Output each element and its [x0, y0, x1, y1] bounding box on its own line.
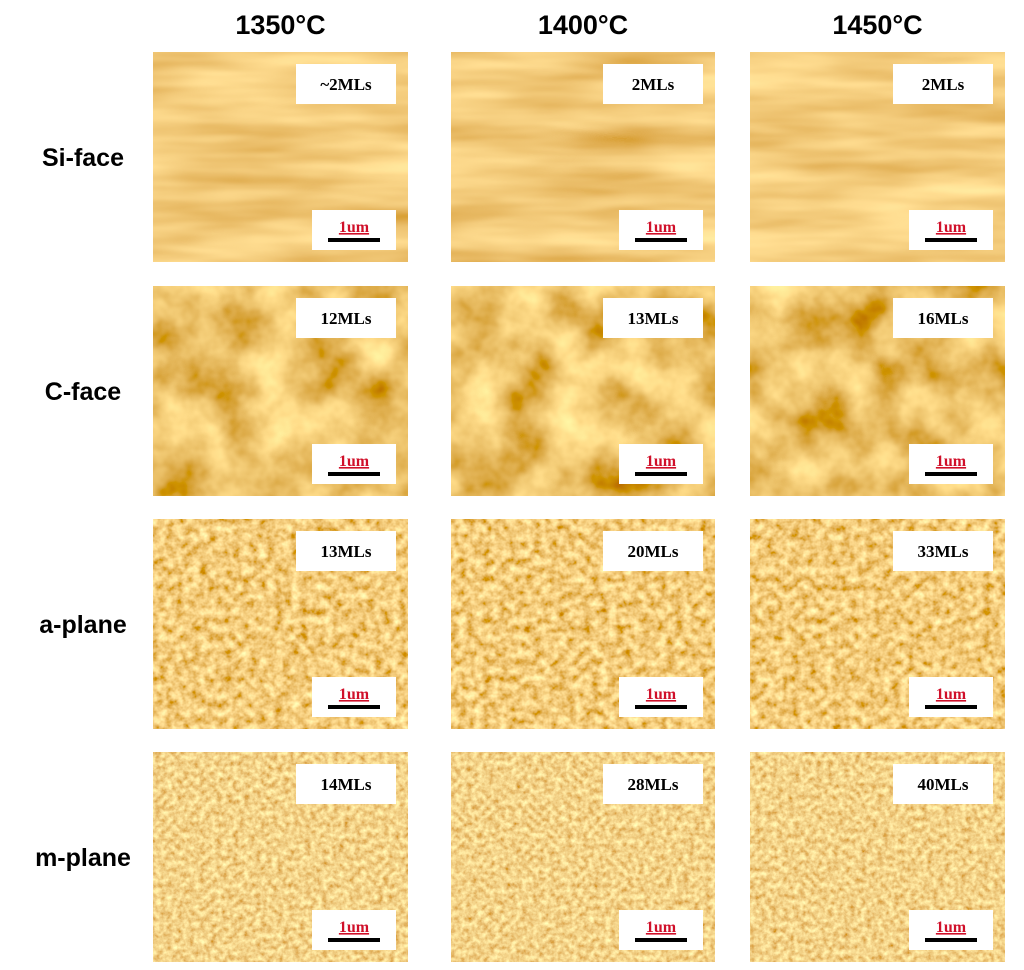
thickness-box	[893, 531, 993, 571]
scale-bar	[328, 238, 380, 242]
row-label: C-face	[45, 378, 122, 406]
scale-label: 1um	[646, 686, 677, 703]
thickness-box	[296, 298, 396, 338]
scale-bar	[925, 238, 977, 242]
scale-bar	[328, 705, 380, 709]
scale-label: 1um	[339, 219, 370, 236]
scale-box	[312, 444, 396, 484]
scale-box	[312, 677, 396, 717]
thickness-label: 2MLs	[922, 75, 965, 94]
thickness-label: 16MLs	[918, 309, 969, 328]
afm-image: 33MLs 1um	[750, 519, 1005, 729]
thickness-label: 13MLs	[321, 542, 372, 561]
scale-box	[619, 677, 703, 717]
scale-bar	[328, 472, 380, 476]
afm-image: 40MLs 1um	[750, 752, 1005, 962]
scale-label: 1um	[339, 453, 370, 470]
scale-bar	[328, 938, 380, 942]
thickness-box	[893, 764, 993, 804]
scale-label: 1um	[936, 919, 967, 936]
thickness-label: 33MLs	[918, 542, 969, 561]
afm-image: 28MLs 1um	[451, 752, 715, 962]
scale-box	[619, 210, 703, 250]
scale-bar	[635, 705, 687, 709]
thickness-label: 2MLs	[632, 75, 675, 94]
thickness-label: 12MLs	[321, 309, 372, 328]
row-label: a-plane	[39, 611, 127, 639]
afm-image: 16MLs 1um	[750, 286, 1005, 496]
afm-image: 14MLs 1um	[153, 752, 408, 962]
thickness-box	[296, 64, 396, 104]
scale-box	[619, 910, 703, 950]
scale-bar	[925, 472, 977, 476]
scale-box	[909, 444, 993, 484]
afm-image: 2MLs 1um	[750, 52, 1005, 262]
afm-image: 20MLs 1um	[451, 519, 715, 729]
scale-bar	[635, 238, 687, 242]
scale-label: 1um	[936, 686, 967, 703]
afm-image: 13MLs 1um	[153, 519, 408, 729]
scale-label: 1um	[646, 219, 677, 236]
thickness-box	[603, 64, 703, 104]
scale-box	[909, 677, 993, 717]
column-header: 1450°C	[832, 10, 922, 40]
thickness-label: 13MLs	[628, 309, 679, 328]
afm-image: 2MLs 1um	[451, 52, 715, 262]
scale-box	[909, 910, 993, 950]
thickness-label: 40MLs	[918, 775, 969, 794]
scale-box	[312, 910, 396, 950]
scale-bar	[925, 705, 977, 709]
thickness-box	[603, 531, 703, 571]
scale-bar	[925, 938, 977, 942]
column-header: 1350°C	[235, 10, 325, 40]
row-label: Si-face	[42, 144, 124, 172]
afm-image: ~2MLs 1um	[153, 52, 408, 262]
scale-label: 1um	[646, 919, 677, 936]
scale-box	[619, 444, 703, 484]
scale-label: 1um	[646, 453, 677, 470]
column-header: 1400°C	[538, 10, 628, 40]
scale-label: 1um	[339, 686, 370, 703]
scale-label: 1um	[339, 919, 370, 936]
thickness-label: ~2MLs	[320, 75, 372, 94]
thickness-label: 28MLs	[628, 775, 679, 794]
thickness-label: 14MLs	[321, 775, 372, 794]
scale-box	[909, 210, 993, 250]
scale-label: 1um	[936, 219, 967, 236]
scale-bar	[635, 472, 687, 476]
thickness-label: 20MLs	[628, 542, 679, 561]
scale-box	[312, 210, 396, 250]
thickness-box	[603, 764, 703, 804]
thickness-box	[296, 531, 396, 571]
scale-bar	[635, 938, 687, 942]
row-label: m-plane	[35, 844, 131, 872]
scale-label: 1um	[936, 453, 967, 470]
thickness-box	[893, 64, 993, 104]
thickness-box	[296, 764, 396, 804]
thickness-box	[603, 298, 703, 338]
afm-image: 12MLs 1um	[153, 286, 408, 496]
afm-image: 13MLs 1um	[451, 286, 715, 496]
thickness-box	[893, 298, 993, 338]
